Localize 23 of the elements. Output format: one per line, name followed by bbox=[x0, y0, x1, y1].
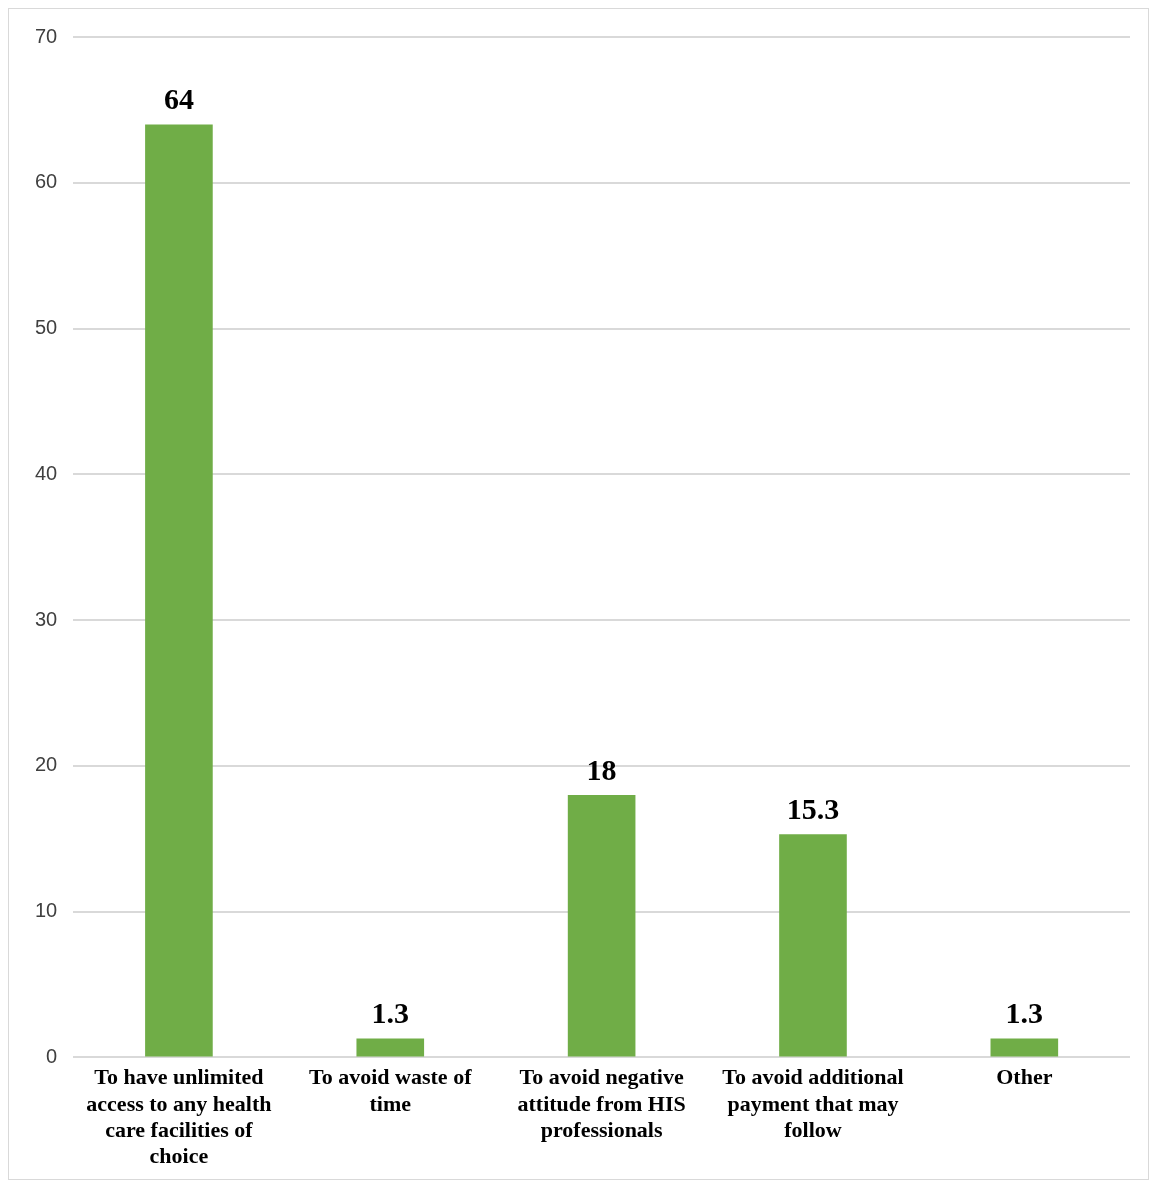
data-label: 64 bbox=[163, 82, 194, 116]
y-tick-label: 40 bbox=[35, 461, 58, 484]
y-tick-label: 30 bbox=[35, 607, 58, 630]
y-tick-label: 20 bbox=[35, 753, 58, 776]
data-label: 1.3 bbox=[371, 996, 410, 1030]
data-label: 15.3 bbox=[786, 792, 840, 826]
x-tick-label: To avoid additional payment that may follow bbox=[722, 1064, 904, 1143]
bar bbox=[779, 834, 847, 1057]
bar bbox=[145, 124, 213, 1057]
y-tick-label: 0 bbox=[46, 1044, 58, 1067]
bar bbox=[567, 795, 636, 1057]
x-tick-label: To avoid waste of time bbox=[309, 1064, 473, 1116]
y-tick-label: 10 bbox=[35, 899, 58, 922]
x-tick-label: Other bbox=[996, 1064, 1053, 1090]
y-tick-label: 50 bbox=[35, 316, 58, 339]
bar bbox=[990, 1038, 1059, 1057]
bar bbox=[356, 1038, 425, 1057]
y-tick-label: 70 bbox=[35, 24, 58, 47]
data-label: 18 bbox=[586, 752, 617, 786]
x-tick-label: To avoid negative attitude from HIS professionals bbox=[517, 1064, 686, 1143]
y-tick-label: 60 bbox=[35, 170, 58, 193]
x-tick-label: To have unlimited access to any health care facilities of choice bbox=[86, 1064, 272, 1169]
data-label: 1.3 bbox=[1005, 996, 1044, 1030]
